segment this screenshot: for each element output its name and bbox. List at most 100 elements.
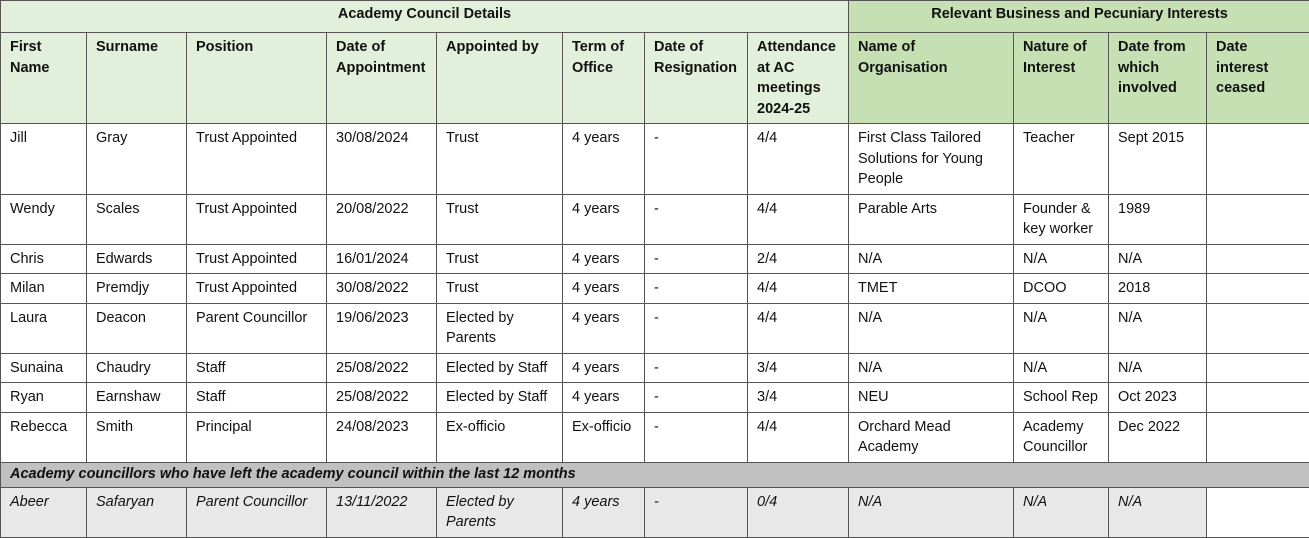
cell: 30/08/2024 xyxy=(327,124,437,195)
cell: Sept 2015 xyxy=(1109,124,1207,195)
cell: 19/06/2023 xyxy=(327,303,437,353)
cell: - xyxy=(645,124,748,195)
cell: Chris xyxy=(1,244,87,274)
cell: Teacher xyxy=(1014,124,1109,195)
cell: 4 years xyxy=(563,487,645,537)
cell: Jill xyxy=(1,124,87,195)
cell: Parent Councillor xyxy=(187,487,327,537)
cell: N/A xyxy=(849,353,1014,383)
column-header: Term of Office xyxy=(563,33,645,124)
empty-cell xyxy=(1207,353,1309,383)
cell: Elected by Parents xyxy=(437,487,563,537)
empty-cell xyxy=(1207,124,1309,195)
empty-cell xyxy=(1207,244,1309,274)
column-header: Position xyxy=(187,33,327,124)
cell: Safaryan xyxy=(87,487,187,537)
column-header: Date of Appointment xyxy=(327,33,437,124)
cell: Trust Appointed xyxy=(187,124,327,195)
cell: - xyxy=(645,383,748,413)
cell: N/A xyxy=(1014,244,1109,274)
cell: 4 years xyxy=(563,194,645,244)
cell: Dec 2022 xyxy=(1109,412,1207,462)
cell: NEU xyxy=(849,383,1014,413)
cell: Ryan xyxy=(1,383,87,413)
column-header: Date of Resignation xyxy=(645,33,748,124)
cell: DCOO xyxy=(1014,274,1109,304)
cell: Trust xyxy=(437,274,563,304)
cell: Parable Arts xyxy=(849,194,1014,244)
cell: - xyxy=(645,353,748,383)
cell: Trust xyxy=(437,194,563,244)
cell: 25/08/2022 xyxy=(327,383,437,413)
cell: Principal xyxy=(187,412,327,462)
group-header: Relevant Business and Pecuniary Interest… xyxy=(849,1,1309,33)
cell: - xyxy=(645,487,748,537)
cell: 4/4 xyxy=(748,412,849,462)
cell: 30/08/2022 xyxy=(327,274,437,304)
cell: Wendy xyxy=(1,194,87,244)
cell: N/A xyxy=(1109,244,1207,274)
cell: 13/11/2022 xyxy=(327,487,437,537)
cell: Smith xyxy=(87,412,187,462)
cell: Laura xyxy=(1,303,87,353)
cell: Staff xyxy=(187,383,327,413)
empty-cell xyxy=(1207,303,1309,353)
column-header: Date interest ceased xyxy=(1207,33,1309,124)
cell: Trust xyxy=(437,124,563,195)
cell: Orchard Mead Academy xyxy=(849,412,1014,462)
cell: School Rep xyxy=(1014,383,1109,413)
cell: First Class Tailored Solutions for Young… xyxy=(849,124,1014,195)
cell: 16/01/2024 xyxy=(327,244,437,274)
cell: Elected by Staff xyxy=(437,383,563,413)
cell: - xyxy=(645,244,748,274)
cell: N/A xyxy=(849,244,1014,274)
cell: 3/4 xyxy=(748,383,849,413)
cell: N/A xyxy=(1014,303,1109,353)
cell: 4/4 xyxy=(748,274,849,304)
cell: - xyxy=(645,303,748,353)
column-header: Attendance at AC meetings 2024-25 xyxy=(748,33,849,124)
empty-cell xyxy=(1207,412,1309,462)
cell: Abeer xyxy=(1,487,87,537)
cell: Oct 2023 xyxy=(1109,383,1207,413)
cell: 0/4 xyxy=(748,487,849,537)
section-row: Academy councillors who have left the ac… xyxy=(1,462,1309,487)
cell: 2018 xyxy=(1109,274,1207,304)
cell: Chaudry xyxy=(87,353,187,383)
cell: Milan xyxy=(1,274,87,304)
column-header: Name of Organisation xyxy=(849,33,1014,124)
cell: N/A xyxy=(849,303,1014,353)
cell: Ex-officio xyxy=(563,412,645,462)
cell: 4/4 xyxy=(748,194,849,244)
column-header: Appointed by xyxy=(437,33,563,124)
cell: 4 years xyxy=(563,303,645,353)
cell: 4 years xyxy=(563,383,645,413)
cell: 3/4 xyxy=(748,353,849,383)
cell: Staff xyxy=(187,353,327,383)
cell: N/A xyxy=(849,487,1014,537)
cell: N/A xyxy=(1109,487,1207,537)
cell: 20/08/2022 xyxy=(327,194,437,244)
cell: 25/08/2022 xyxy=(327,353,437,383)
cell: Trust Appointed xyxy=(187,244,327,274)
cell: Scales xyxy=(87,194,187,244)
cell: Trust xyxy=(437,244,563,274)
cell: - xyxy=(645,194,748,244)
cell: Edwards xyxy=(87,244,187,274)
cell: Rebecca xyxy=(1,412,87,462)
column-header: Date from which involved xyxy=(1109,33,1207,124)
cell: TMET xyxy=(849,274,1014,304)
cell: N/A xyxy=(1014,487,1109,537)
